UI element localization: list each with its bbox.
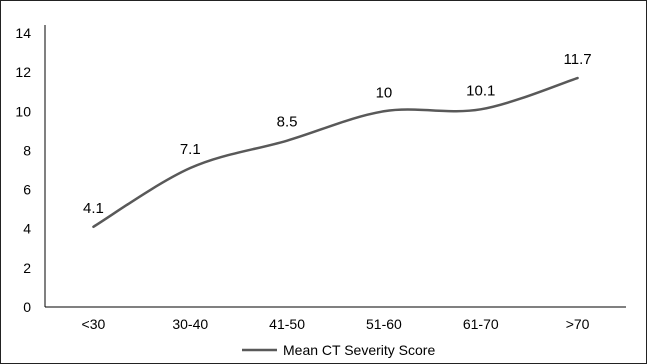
legend-label: Mean CT Severity Score — [283, 342, 435, 358]
x-tick-label: 61-70 — [463, 316, 499, 332]
x-tick-label: 41-50 — [269, 316, 305, 332]
x-axis: <30 30-40 41-50 51-60 61-70 >70 — [45, 306, 626, 332]
y-tick-label: 0 — [23, 299, 31, 315]
data-label: 11.7 — [564, 51, 592, 68]
x-tick-label: 30-40 — [172, 316, 208, 332]
y-tick-label: 10 — [15, 103, 31, 119]
data-label: 10.1 — [466, 82, 495, 99]
series-line — [92, 76, 579, 229]
data-label: 7.1 — [180, 141, 201, 158]
y-tick-label: 6 — [23, 182, 31, 198]
y-tick-label: 12 — [15, 64, 31, 80]
data-label: 4.1 — [83, 200, 104, 217]
data-label: 8.5 — [277, 114, 298, 131]
y-axis: 0 2 4 6 8 10 12 14 — [15, 25, 46, 315]
series-layer — [92, 76, 579, 229]
data-label: 10 — [376, 84, 393, 101]
y-tick-label: 14 — [15, 25, 31, 41]
y-tick-label: 8 — [23, 142, 31, 158]
y-tick-label: 4 — [23, 221, 31, 237]
data-labels: 4.1 7.1 8.5 10 10.1 11.7 — [83, 51, 592, 217]
legend: Mean CT Severity Score — [242, 342, 435, 358]
x-tick-label: >70 — [566, 316, 590, 332]
x-tick-label: 51-60 — [366, 316, 402, 332]
y-tick-label: 2 — [23, 260, 31, 276]
x-tick-label: <30 — [82, 316, 106, 332]
